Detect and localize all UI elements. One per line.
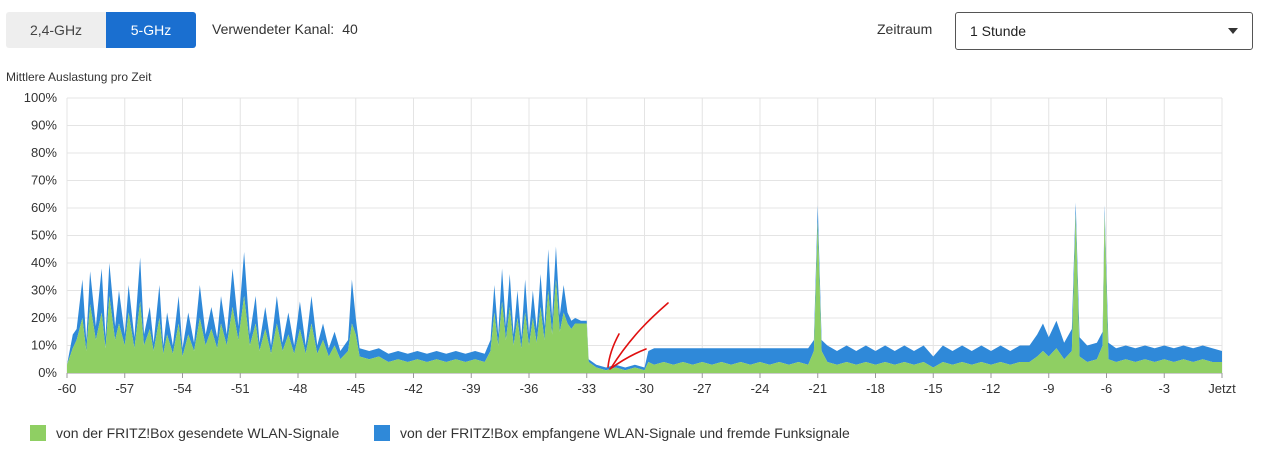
x-tick-label: -27 xyxy=(693,381,712,396)
x-tick-label: -33 xyxy=(577,381,596,396)
y-tick-label: 70% xyxy=(31,173,57,188)
band-button-2-4ghz[interactable]: 2,4-GHz xyxy=(6,12,106,48)
x-tick-label: -24 xyxy=(751,381,770,396)
y-tick-label: 90% xyxy=(31,118,57,133)
x-tick-label: Jetzt xyxy=(1208,381,1236,396)
x-tick-label: -12 xyxy=(982,381,1001,396)
y-tick-label: 30% xyxy=(31,283,57,298)
x-tick-label: -60 xyxy=(58,381,77,396)
annotation-arrow-head-right xyxy=(609,348,647,370)
usage-chart: 0% 10% 20% 30% 40% 50% 60% 70% 80% 90% 100% -60 -57… xyxy=(24,90,1236,396)
y-axis: 0% 10% 20% 30% 40% 50% 60% 70% 80% 90% 100% xyxy=(24,90,58,380)
x-tick-label: -21 xyxy=(808,381,827,396)
y-tick-label: 80% xyxy=(31,145,57,160)
x-tick-label: -30 xyxy=(635,381,654,396)
y-tick-label: 100% xyxy=(24,90,58,105)
annotation-arrow-shaft xyxy=(610,302,669,369)
x-tick-label: -45 xyxy=(346,381,365,396)
x-axis: -60 -57 -54 -51 -48 -45 -42 -39 -36 -33 -30 -27 -24 -… xyxy=(58,373,1236,396)
y-tick-label: 40% xyxy=(31,255,57,270)
y-tick-label: 0% xyxy=(38,365,57,380)
channel-label: Verwendeter Kanal: xyxy=(212,21,335,37)
zeitraum-select[interactable]: 1 Stunde xyxy=(955,12,1253,50)
x-tick-label: -36 xyxy=(520,381,539,396)
zeitraum-label: Zeitraum xyxy=(877,21,933,37)
channel-info: Verwendeter Kanal: 40 xyxy=(212,21,358,37)
band-button-5ghz[interactable]: 5-GHz xyxy=(106,12,196,48)
chart-areas xyxy=(67,202,1222,373)
x-tick-label: -39 xyxy=(462,381,481,396)
x-tick-label: -18 xyxy=(866,381,885,396)
area-sent xyxy=(67,213,1222,373)
y-tick-label: 10% xyxy=(31,338,57,353)
legend-label-sent: von der FRITZ!Box gesendete WLAN-Signale xyxy=(56,425,340,441)
y-tick-label: 20% xyxy=(31,310,57,325)
x-tick-label: -48 xyxy=(289,381,308,396)
channel-value: 40 xyxy=(342,21,358,37)
band-toggle: 2,4-GHz 5-GHz xyxy=(6,12,196,48)
x-tick-label: -6 xyxy=(1101,381,1113,396)
legend-swatch-received xyxy=(374,425,390,441)
x-tick-label: -9 xyxy=(1043,381,1055,396)
y-tick-label: 50% xyxy=(31,228,57,243)
x-tick-label: -51 xyxy=(231,381,250,396)
x-tick-label: -42 xyxy=(404,381,423,396)
legend-swatch-sent xyxy=(30,425,46,441)
x-tick-label: -3 xyxy=(1158,381,1170,396)
legend-label-received: von der FRITZ!Box empfangene WLAN-Signal… xyxy=(400,425,850,441)
legend-item-sent: von der FRITZ!Box gesendete WLAN-Signale xyxy=(30,425,339,441)
caret-down-icon xyxy=(1228,28,1238,34)
x-tick-label: -54 xyxy=(173,381,192,396)
x-tick-label: -15 xyxy=(924,381,943,396)
annotation-arrow xyxy=(607,302,669,370)
area-received xyxy=(67,202,1222,371)
chart-title: Mittlere Auslastung pro Zeit xyxy=(6,70,152,84)
annotation-arrow-head-left xyxy=(607,333,620,368)
y-tick-label: 60% xyxy=(31,200,57,215)
x-tick-label: -57 xyxy=(115,381,134,396)
legend-item-received: von der FRITZ!Box empfangene WLAN-Signal… xyxy=(374,425,850,441)
zeitraum-value: 1 Stunde xyxy=(970,23,1027,39)
